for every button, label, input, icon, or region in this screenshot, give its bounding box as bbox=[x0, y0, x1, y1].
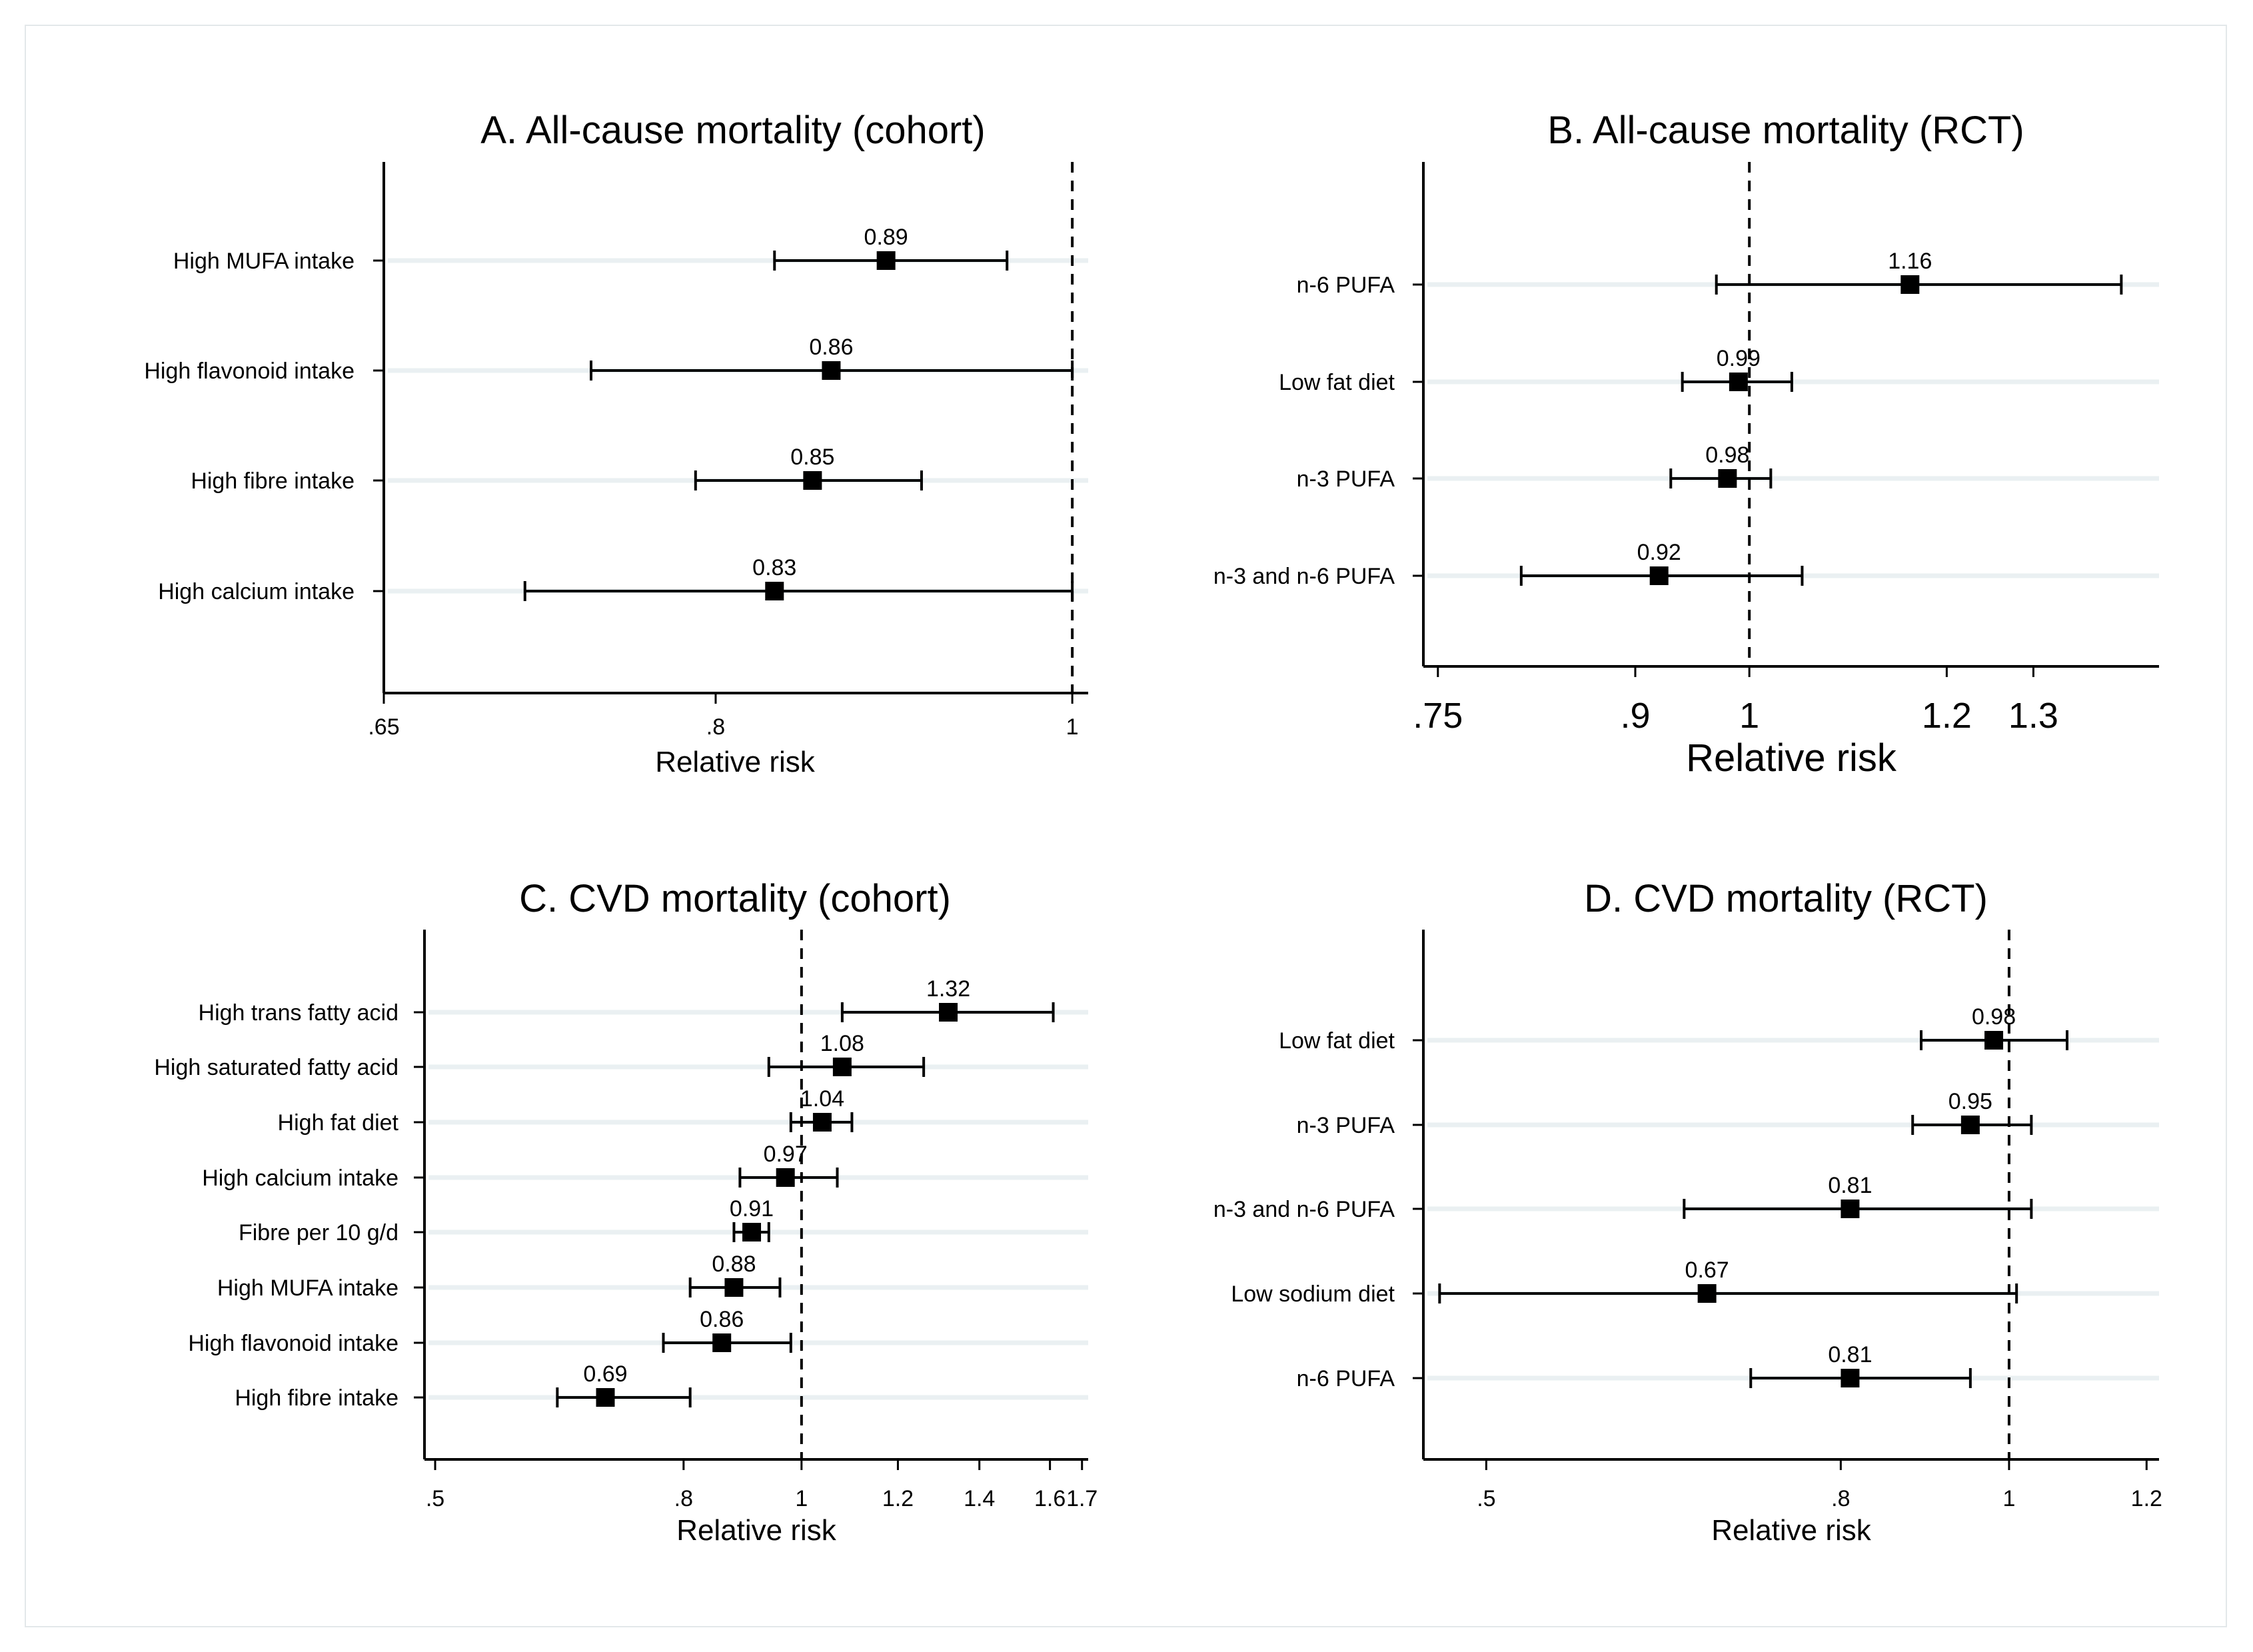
category-label: High flavonoid intake bbox=[144, 359, 355, 384]
point-estimate-marker bbox=[1718, 469, 1737, 488]
point-estimate-label: 0.99 bbox=[1717, 346, 1761, 371]
point-estimate-label: 1.04 bbox=[800, 1086, 844, 1112]
point-estimate-label: 0.95 bbox=[1948, 1089, 1992, 1114]
category-label: High trans fatty acid bbox=[199, 1000, 398, 1026]
x-tick-label: .8 bbox=[706, 714, 725, 740]
point-estimate-label: 0.69 bbox=[583, 1361, 627, 1387]
x-tick-label: .65 bbox=[368, 714, 399, 740]
category-label: High fibre intake bbox=[235, 1385, 398, 1411]
point-estimate-marker bbox=[1729, 373, 1748, 391]
point-estimate-marker bbox=[742, 1223, 762, 1241]
point-estimate-label: 0.83 bbox=[752, 555, 796, 580]
point-estimate-marker bbox=[712, 1333, 732, 1352]
point-estimate-label: 0.67 bbox=[1685, 1257, 1729, 1283]
category-label: n-3 PUFA bbox=[1297, 466, 1395, 492]
category-label: n-3 and n-6 PUFA bbox=[1213, 564, 1395, 589]
x-tick-label: 1.4 bbox=[964, 1486, 995, 1511]
x-tick-label: 1 bbox=[1739, 696, 1759, 736]
point-estimate-label: 0.92 bbox=[1637, 540, 1681, 565]
panel-title: B. All-cause mortality (RCT) bbox=[1547, 109, 2024, 152]
point-estimate-label: 0.97 bbox=[764, 1142, 808, 1167]
point-estimate-label: 0.86 bbox=[809, 335, 853, 360]
point-estimate-marker bbox=[1960, 1116, 1980, 1134]
category-label: High MUFA intake bbox=[173, 249, 355, 274]
x-axis-label: Relative risk bbox=[676, 1514, 837, 1547]
category-label: High calcium intake bbox=[158, 579, 355, 604]
point-estimate-marker bbox=[1649, 566, 1669, 585]
x-tick-label: .8 bbox=[674, 1486, 693, 1511]
point-estimate-label: 0.89 bbox=[864, 225, 908, 250]
point-estimate-marker bbox=[596, 1388, 615, 1407]
category-label: n-3 PUFA bbox=[1297, 1113, 1395, 1138]
category-label: n-6 PUFA bbox=[1297, 273, 1395, 298]
point-estimate-label: 0.88 bbox=[712, 1251, 756, 1277]
figure-frame bbox=[25, 25, 2227, 1627]
category-label: Fibre per 10 g/d bbox=[239, 1220, 398, 1245]
panel-title: C. CVD mortality (cohort) bbox=[519, 877, 951, 920]
x-axis-label: Relative risk bbox=[655, 746, 816, 778]
panel-title: D. CVD mortality (RCT) bbox=[1584, 877, 1988, 920]
point-estimate-marker bbox=[876, 251, 896, 270]
category-label: High fibre intake bbox=[191, 468, 355, 494]
point-estimate-label: 0.85 bbox=[790, 444, 834, 470]
category-label: High saturated fatty acid bbox=[154, 1055, 398, 1080]
point-estimate-marker bbox=[765, 582, 784, 600]
category-label: High fat diet bbox=[278, 1110, 399, 1136]
point-estimate-marker bbox=[1841, 1200, 1860, 1218]
x-tick-label: 1.6 bbox=[1034, 1486, 1066, 1511]
x-tick-label: .9 bbox=[1620, 696, 1650, 736]
x-tick-label: 1.2 bbox=[2131, 1486, 2162, 1511]
point-estimate-marker bbox=[822, 361, 841, 380]
category-label: High flavonoid intake bbox=[188, 1331, 398, 1356]
x-tick-label: 1.2 bbox=[882, 1486, 914, 1511]
panel-c: C. CVD mortality (cohort).5.8 1 1.2 1.4 1.6 1… bbox=[154, 877, 1098, 1547]
x-tick-label: 1 bbox=[795, 1486, 808, 1511]
point-estimate-marker bbox=[832, 1058, 852, 1076]
x-tick-label: 1.2 bbox=[1922, 696, 1972, 736]
panel-title: A. All-cause mortality (cohort) bbox=[480, 109, 985, 152]
x-tick-label: 1.3 bbox=[2008, 696, 2058, 736]
point-estimate-marker bbox=[724, 1278, 744, 1297]
point-estimate-label: 0.86 bbox=[700, 1307, 744, 1332]
category-label: Low fat diet bbox=[1279, 1028, 1395, 1054]
x-axis-label: Relative risk bbox=[1686, 736, 1897, 780]
point-estimate-label: 1.16 bbox=[1888, 249, 1932, 274]
x-tick-label: 1 bbox=[1066, 714, 1079, 740]
point-estimate-label: 0.81 bbox=[1828, 1342, 1872, 1367]
point-estimate-label: 0.98 bbox=[1705, 442, 1749, 468]
category-label: High MUFA intake bbox=[217, 1275, 398, 1301]
point-estimate-label: 0.98 bbox=[1972, 1004, 2016, 1030]
point-estimate-marker bbox=[803, 471, 822, 490]
point-estimate-marker bbox=[1984, 1031, 2004, 1050]
x-tick-label: .75 bbox=[1413, 696, 1463, 736]
point-estimate-marker bbox=[812, 1113, 832, 1132]
x-tick-label: 1.7 bbox=[1066, 1486, 1098, 1511]
point-estimate-label: 1.32 bbox=[926, 976, 970, 1002]
point-estimate-label: 1.08 bbox=[820, 1031, 864, 1056]
x-tick-label: 1 bbox=[2002, 1486, 2015, 1511]
x-tick-label: .8 bbox=[1831, 1486, 1850, 1511]
category-label: Low fat diet bbox=[1279, 370, 1395, 395]
point-estimate-marker bbox=[1697, 1284, 1717, 1303]
point-estimate-label: 0.91 bbox=[730, 1196, 774, 1222]
panel-d: D. CVD mortality (RCT) .5 .8 1 1.2 Relative r… bbox=[1213, 877, 2162, 1547]
point-estimate-marker bbox=[1900, 275, 1920, 294]
category-label: High calcium intake bbox=[202, 1166, 398, 1191]
category-label: n-3 and n-6 PUFA bbox=[1213, 1197, 1395, 1222]
category-label: n-6 PUFA bbox=[1297, 1366, 1395, 1391]
point-estimate-label: 0.81 bbox=[1828, 1173, 1872, 1198]
x-tick-label: .5 bbox=[1477, 1486, 1495, 1511]
point-estimate-marker bbox=[1841, 1369, 1860, 1387]
x-axis-label: Relative risk bbox=[1711, 1514, 1872, 1547]
point-estimate-marker bbox=[776, 1168, 795, 1187]
point-estimate-marker bbox=[939, 1003, 958, 1022]
category-label: Low sodium diet bbox=[1231, 1281, 1395, 1307]
panel-b: B. All-cause mortality (RCT) .75 .9 1 1.2 1.3… bbox=[1213, 109, 2159, 780]
x-tick-label: .5 bbox=[426, 1486, 444, 1511]
panel-a: A. All-cause mortality (cohort) .65 .8 1 Rel… bbox=[144, 109, 1088, 778]
